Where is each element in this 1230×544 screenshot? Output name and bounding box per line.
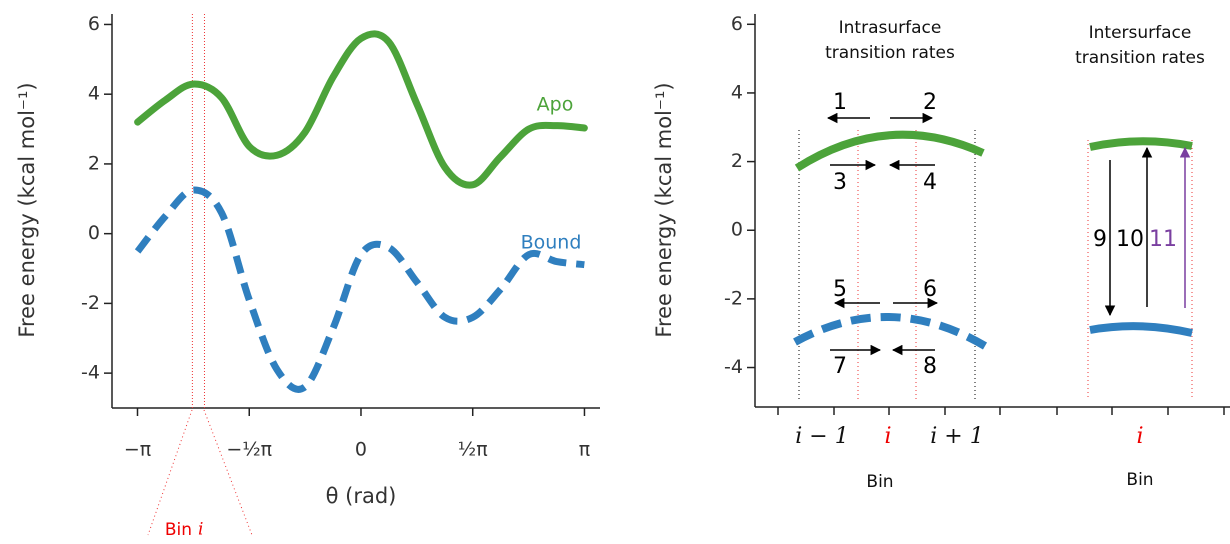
bin-pointer [147,409,193,536]
rate-label: 7 [833,354,847,379]
x-axis-label: Bin [866,472,893,492]
x-axis-label: θ (rad) [326,484,397,508]
x-tick-label: −½π [226,439,272,461]
y-tick-label: -2 [81,292,100,314]
bound-surface [793,312,988,350]
rate-label: 3 [833,170,847,195]
transition-arrows [826,112,1153,356]
rate-label: 2 [923,90,937,115]
series-line [134,186,585,393]
y-tick-label: 2 [731,150,743,172]
y-axis-label: Free energy (kcal mol⁻¹) [15,82,39,337]
bin-label: i [884,424,891,449]
y-tick-label: 4 [88,83,100,105]
rate-label: 6 [923,277,937,302]
header: Intersurface [1089,23,1192,43]
x-tick-label: π [579,439,590,461]
bin-pointer [203,409,253,536]
y-tick-label: -4 [724,356,743,378]
y-tick-label: 2 [88,152,100,174]
bin-label: i + 1 [930,424,983,449]
y-tick-label: 0 [88,222,100,244]
x-ticks [777,407,1225,415]
rate-label: 10 [1116,227,1144,252]
rate-label: 11 [1149,227,1177,252]
series-label: Bound [521,232,582,254]
rate-label: 1 [833,90,847,115]
bin-label: i [1136,424,1143,449]
y-tick-label: 6 [731,13,743,35]
x-tick-label: 0 [355,439,367,461]
header: Intrasurface [839,18,942,38]
rate-label: 4 [923,170,937,195]
bin-boundaries [798,130,1193,400]
bound-surface [1089,322,1193,337]
header: transition rates [1075,48,1205,68]
y-tick-label: -4 [81,362,100,384]
series-line [134,30,588,189]
apo-surface [1089,137,1193,151]
bin-annotation: Bin [165,520,192,540]
header: transition rates [825,43,955,63]
rate-label: 8 [923,354,937,379]
apo-surface [794,130,985,172]
x-tick-label: ½π [458,439,488,461]
rate-label: 9 [1093,227,1107,252]
y-tick-label: -2 [724,287,743,309]
y-tick-label: 4 [731,81,743,103]
y-axis-label: Free energy (kcal mol⁻¹) [652,82,676,337]
x-tick-label: −π [124,439,151,461]
bin-annotation-index: i [198,520,203,540]
x-axis-label: Bin [1126,470,1153,490]
series-label: Apo [537,94,574,116]
bin-label: i − 1 [795,424,848,449]
y-tick-label: 0 [731,219,743,241]
y-tick-label: 6 [88,13,100,35]
rate-label: 5 [833,277,847,302]
